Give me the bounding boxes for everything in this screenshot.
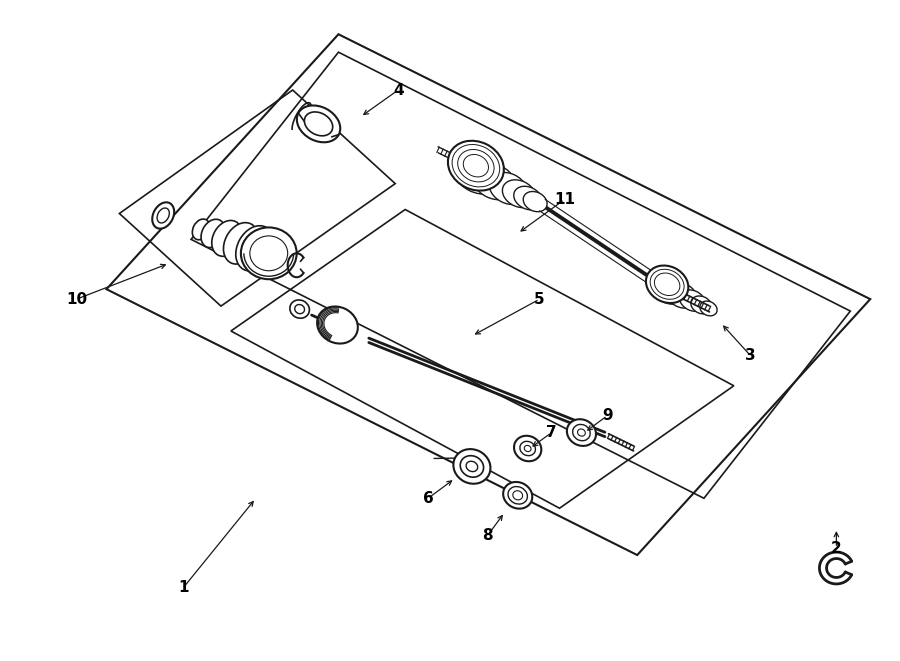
Ellipse shape: [241, 227, 297, 279]
Ellipse shape: [680, 290, 706, 311]
Text: 3: 3: [745, 348, 756, 364]
Ellipse shape: [508, 486, 527, 504]
Ellipse shape: [646, 266, 688, 303]
Text: 6: 6: [423, 490, 434, 506]
Ellipse shape: [212, 221, 242, 256]
Ellipse shape: [304, 112, 333, 136]
Ellipse shape: [523, 192, 547, 212]
Ellipse shape: [651, 274, 688, 304]
Text: 5: 5: [535, 292, 544, 307]
Ellipse shape: [502, 180, 536, 208]
Ellipse shape: [466, 461, 478, 471]
Ellipse shape: [454, 153, 502, 194]
Ellipse shape: [572, 424, 590, 441]
Ellipse shape: [317, 307, 358, 344]
Ellipse shape: [152, 202, 175, 229]
Ellipse shape: [514, 436, 541, 461]
Ellipse shape: [525, 446, 531, 451]
Ellipse shape: [472, 163, 516, 200]
Ellipse shape: [700, 301, 717, 316]
Ellipse shape: [454, 449, 491, 484]
Text: 10: 10: [66, 292, 87, 307]
Ellipse shape: [490, 173, 527, 204]
Ellipse shape: [666, 282, 697, 308]
Ellipse shape: [297, 106, 340, 142]
Ellipse shape: [158, 208, 169, 223]
Text: 8: 8: [482, 527, 493, 543]
Ellipse shape: [448, 141, 504, 190]
Text: 11: 11: [554, 192, 575, 207]
Ellipse shape: [193, 219, 210, 240]
Ellipse shape: [201, 219, 225, 248]
Ellipse shape: [223, 223, 258, 264]
Ellipse shape: [578, 429, 585, 436]
Ellipse shape: [514, 186, 543, 210]
Text: 7: 7: [546, 425, 557, 440]
Ellipse shape: [691, 296, 712, 314]
Ellipse shape: [250, 236, 288, 271]
Text: 2: 2: [831, 541, 842, 556]
Ellipse shape: [567, 419, 596, 446]
Ellipse shape: [503, 482, 532, 509]
Text: 1: 1: [178, 580, 188, 596]
Ellipse shape: [294, 305, 304, 314]
Ellipse shape: [460, 455, 483, 477]
Ellipse shape: [236, 225, 274, 271]
Text: 9: 9: [602, 408, 613, 423]
Ellipse shape: [290, 300, 310, 318]
Ellipse shape: [513, 490, 523, 500]
Text: 4: 4: [393, 83, 403, 98]
Ellipse shape: [520, 442, 536, 455]
